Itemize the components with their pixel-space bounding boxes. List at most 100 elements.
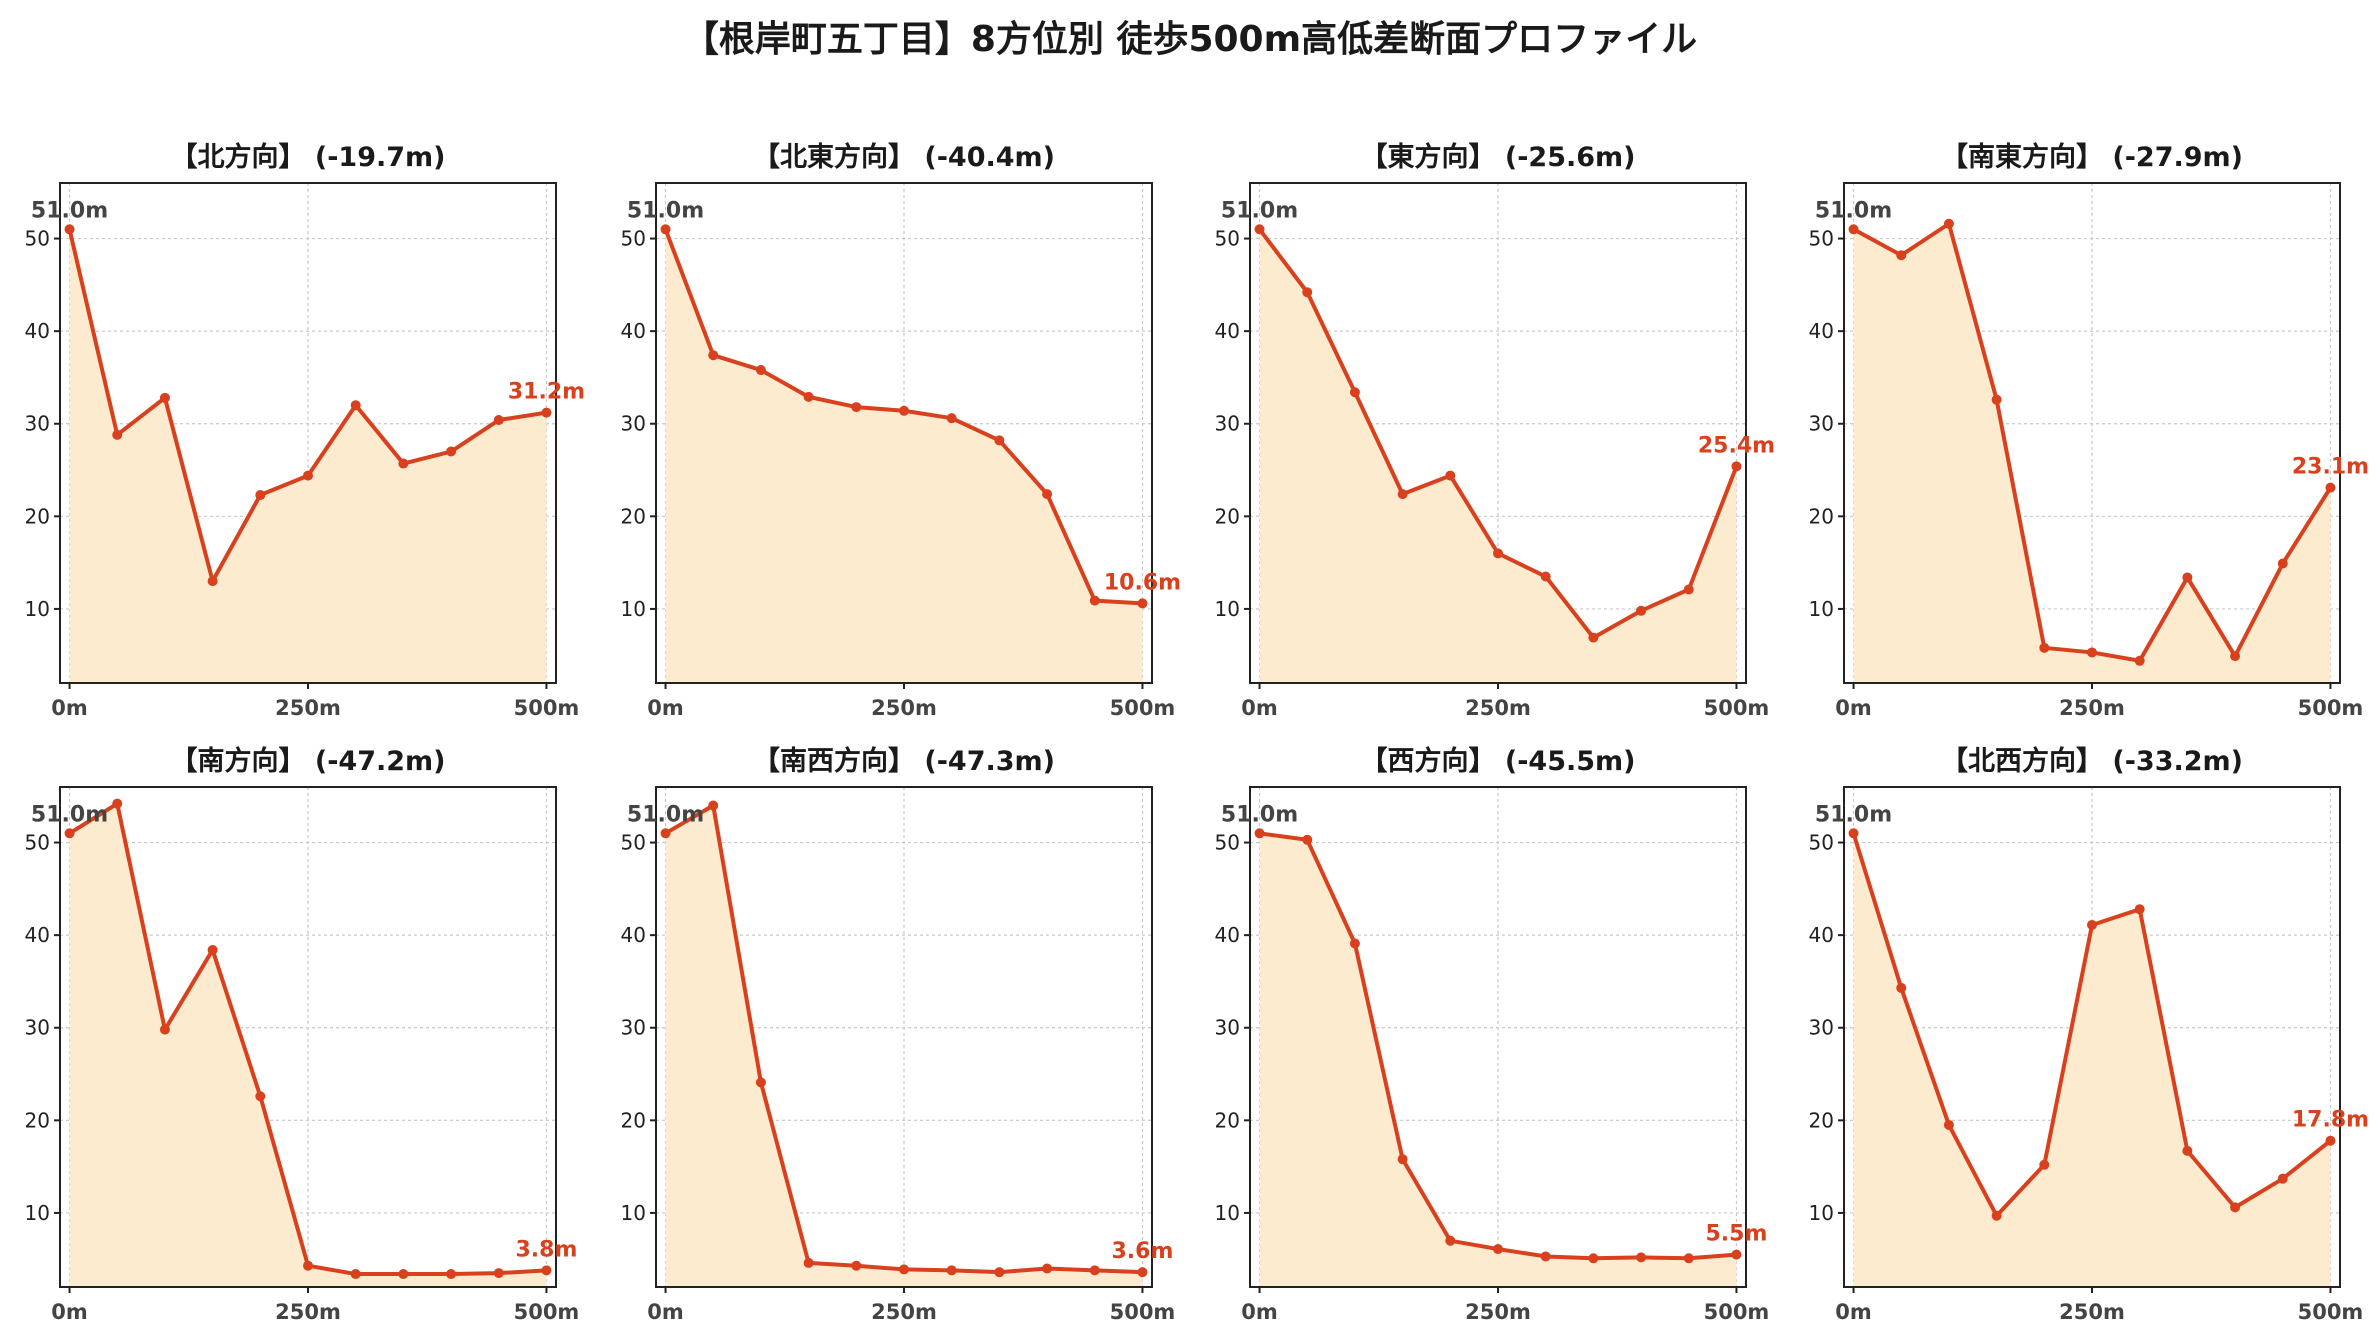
chart-title: 【北西方向】 (-33.2m) — [1941, 745, 2243, 777]
y-tick-label: 40 — [1215, 923, 1240, 947]
data-point — [112, 429, 123, 440]
data-point — [1349, 938, 1360, 949]
y-tick-label: 40 — [25, 923, 50, 947]
y-tick-label: 20 — [1215, 1108, 1240, 1132]
end-elevation-label: 3.8m — [516, 1237, 578, 1262]
data-point — [1848, 828, 1859, 839]
data-point — [1636, 1252, 1647, 1263]
data-point — [159, 392, 170, 403]
data-point — [2039, 1159, 2050, 1170]
y-tick-label: 10 — [1809, 1201, 1834, 1225]
y-tick-label: 50 — [25, 831, 50, 855]
y-tick-label: 40 — [621, 319, 646, 343]
x-tick-label: 0m — [1241, 696, 1278, 720]
data-point — [255, 490, 266, 501]
chart-title: 【北東方向】 (-40.4m) — [753, 141, 1055, 173]
data-point — [112, 798, 123, 809]
data-point — [541, 407, 552, 418]
data-point — [1896, 982, 1907, 993]
data-point — [398, 1269, 409, 1280]
data-point — [350, 1269, 361, 1280]
x-tick-label: 250m — [275, 696, 341, 720]
x-tick-label: 500m — [514, 1300, 580, 1324]
data-point — [1089, 595, 1100, 606]
y-tick-label: 50 — [1215, 831, 1240, 855]
chart-title: 【南東方向】 (-27.9m) — [1941, 141, 2243, 173]
data-point — [1540, 571, 1551, 582]
data-point — [493, 1268, 504, 1279]
data-point — [446, 1269, 457, 1280]
data-point — [1848, 224, 1859, 235]
page-title: 【根岸町五丁目】8方位別 徒歩500m高低差断面プロファイル — [682, 19, 1698, 60]
end-elevation-label: 3.6m — [1112, 1239, 1174, 1264]
data-point — [493, 415, 504, 426]
elevation-area — [69, 229, 547, 683]
data-point — [1683, 584, 1694, 595]
x-tick-label: 500m — [2298, 696, 2364, 720]
data-point — [708, 350, 719, 361]
data-point — [1540, 1251, 1551, 1262]
data-point — [1445, 1235, 1456, 1246]
data-point — [2134, 904, 2145, 915]
data-point — [1683, 1253, 1694, 1264]
y-tick-label: 10 — [1215, 597, 1240, 621]
x-tick-label: 0m — [51, 1300, 88, 1324]
y-tick-label: 40 — [621, 923, 646, 947]
x-tick-label: 500m — [1110, 696, 1176, 720]
data-point — [1137, 1267, 1148, 1278]
data-point — [2325, 482, 2336, 493]
x-tick-label: 500m — [2298, 1300, 2364, 1324]
data-point — [446, 446, 457, 457]
y-tick-label: 10 — [621, 1201, 646, 1225]
y-tick-label: 50 — [25, 227, 50, 251]
x-tick-label: 250m — [275, 1300, 341, 1324]
y-tick-label: 30 — [621, 412, 646, 436]
data-point — [660, 224, 671, 235]
y-tick-label: 50 — [1809, 227, 1834, 251]
elevation-area — [665, 805, 1143, 1287]
y-tick-label: 30 — [621, 1016, 646, 1040]
data-point — [1137, 598, 1148, 609]
y-tick-label: 20 — [1215, 504, 1240, 528]
elevation-area — [665, 229, 1143, 683]
data-point — [2277, 1173, 2288, 1184]
data-point — [1588, 632, 1599, 643]
data-point — [1493, 548, 1503, 559]
data-point — [207, 944, 218, 955]
start-elevation-label: 51.0m — [1815, 802, 1892, 827]
y-tick-label: 20 — [621, 504, 646, 528]
data-point — [1943, 1119, 1954, 1130]
data-point — [1397, 489, 1408, 500]
x-tick-label: 250m — [1465, 696, 1531, 720]
data-point — [207, 576, 218, 587]
y-tick-label: 30 — [1809, 412, 1834, 436]
data-point — [946, 413, 957, 424]
data-point — [1042, 1263, 1053, 1274]
data-point — [303, 1260, 313, 1271]
data-point — [1089, 1265, 1100, 1276]
data-point — [899, 1264, 909, 1275]
data-point — [2182, 572, 2193, 583]
y-tick-label: 10 — [1809, 597, 1834, 621]
y-tick-label: 30 — [1809, 1016, 1834, 1040]
data-point — [994, 1267, 1005, 1278]
x-tick-label: 0m — [647, 1300, 684, 1324]
x-tick-label: 250m — [2059, 696, 2125, 720]
y-tick-label: 40 — [1809, 923, 1834, 947]
data-point — [1445, 470, 1456, 481]
data-point — [1731, 1249, 1742, 1260]
y-tick-label: 20 — [621, 1108, 646, 1132]
chart-title: 【西方向】 (-45.5m) — [1360, 745, 1635, 777]
y-tick-label: 20 — [1809, 504, 1834, 528]
data-point — [803, 1257, 814, 1268]
data-point — [851, 1260, 862, 1271]
data-point — [159, 1024, 170, 1035]
data-point — [1254, 224, 1265, 235]
y-tick-label: 10 — [25, 1201, 50, 1225]
start-elevation-label: 51.0m — [31, 198, 108, 223]
